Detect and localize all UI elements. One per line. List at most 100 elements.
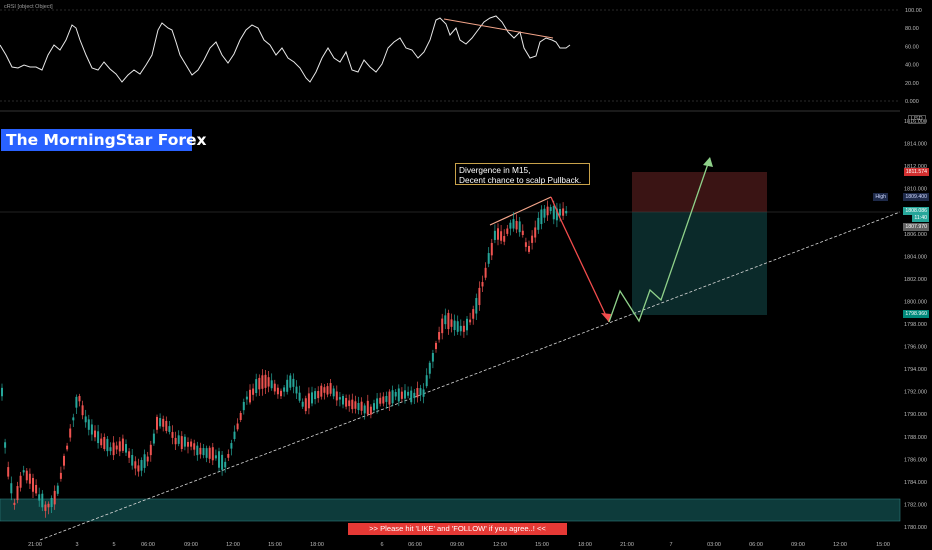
rsi-tick-label: 0.000 — [905, 99, 919, 105]
rsi-pane — [0, 9, 900, 102]
candle-body — [391, 390, 394, 404]
time-tick-label: 21:00 — [28, 542, 42, 548]
time-tick-label: 09:00 — [450, 542, 464, 548]
candle-body — [233, 431, 236, 439]
candle-body — [413, 392, 416, 399]
candle-body — [326, 386, 329, 395]
candle-body — [304, 398, 307, 412]
candle-body — [534, 227, 537, 238]
take-profit-price-tag: 1798.960 — [903, 310, 929, 318]
candle-body — [90, 424, 93, 435]
candle-body — [373, 403, 375, 411]
price-tick-label: 1788.000 — [904, 435, 927, 441]
candle-body — [537, 217, 540, 230]
support-zone — [0, 498, 901, 522]
bullish-projection-arrow — [608, 157, 711, 323]
candle-body — [103, 436, 106, 450]
candle-body — [562, 208, 565, 216]
candle-body — [87, 419, 90, 430]
price-tick-label: 1792.000 — [904, 390, 927, 396]
price-tick-label: 1796.000 — [904, 345, 927, 351]
candle-body — [66, 445, 69, 450]
price-tick-label: 1786.000 — [904, 457, 927, 463]
divergence-note: Divergence in M15, Decent chance to scal… — [455, 163, 590, 185]
candle-body — [100, 438, 103, 446]
candle-body — [453, 320, 456, 331]
candle-body — [478, 287, 481, 306]
candle-body — [549, 207, 552, 211]
time-tick-label: 12:00 — [226, 542, 240, 548]
high-label-tag: High — [873, 193, 888, 201]
candle-body — [450, 319, 453, 327]
candle-body — [4, 442, 7, 448]
candle-body — [307, 393, 310, 409]
candle-body — [531, 235, 534, 243]
candle-body — [218, 451, 220, 468]
candle-body — [298, 392, 301, 401]
candle-body — [462, 325, 465, 332]
price-axis[interactable]: 1816.0001814.0001812.0001810.0001808.000… — [904, 119, 927, 531]
currency-label[interactable]: USD — [908, 115, 926, 124]
time-tick-label: 12:00 — [833, 542, 847, 548]
candle-body — [44, 504, 47, 511]
candle-body — [264, 374, 267, 388]
candle-body — [524, 242, 527, 247]
candle-body — [497, 228, 499, 240]
candle-body — [41, 493, 44, 508]
candle-body — [159, 418, 162, 427]
candle-body — [137, 465, 140, 472]
time-tick-label: 09:00 — [791, 542, 805, 548]
candle-body — [552, 205, 555, 220]
time-tick-label: 12:00 — [493, 542, 507, 548]
candle-body — [388, 391, 391, 405]
ascending-trendline — [39, 211, 901, 541]
candle-body — [397, 388, 400, 402]
candle-body — [565, 210, 568, 214]
like-follow-banner: >> Please hit 'LIKE' and 'FOLLOW' if you… — [348, 523, 567, 535]
candle-body — [289, 375, 292, 388]
entry-price-tag: 1807.970 — [903, 223, 929, 231]
candle-body — [106, 438, 109, 452]
candle-body — [357, 403, 360, 411]
candle-body — [196, 445, 199, 456]
candle-body — [112, 442, 115, 456]
time-axis[interactable]: 21:00 3 5 06:00 09:00 12:00 15:00 18:00 6 06:00 09… — [28, 542, 890, 548]
candle-body — [481, 282, 484, 287]
bearish-projection-arrow — [550, 196, 610, 323]
rsi-divergence-line — [443, 18, 554, 39]
candle-body — [301, 401, 304, 407]
candle-body — [487, 253, 490, 264]
candle-body — [84, 416, 87, 423]
candle-body — [171, 432, 174, 438]
time-tick-label: 03:00 — [707, 542, 721, 548]
stop-loss-zone — [632, 172, 767, 212]
price-tick-label: 1816.000 — [904, 119, 927, 125]
candle-body — [283, 387, 286, 392]
candle-body — [35, 484, 38, 494]
candle-body — [59, 472, 62, 479]
rsi-indicator-label[interactable]: cRSI [object Object] — [4, 4, 53, 10]
time-tick-label: 06:00 — [749, 542, 763, 548]
candle-body — [19, 475, 22, 488]
candle-body — [469, 319, 472, 323]
candle-body — [131, 454, 134, 466]
candle-body — [419, 388, 422, 395]
candle-body — [118, 441, 121, 452]
candle-body — [543, 208, 546, 218]
candle-body — [394, 392, 397, 397]
candle-body — [441, 318, 444, 334]
rsi-axis[interactable]: 100.00 80.00 60.00 40.00 20.00 0.000 — [905, 8, 922, 105]
candle-body — [63, 455, 65, 466]
note-line-1: Divergence in M15, — [459, 165, 531, 175]
candle-body — [363, 405, 366, 414]
candle-body — [512, 219, 515, 229]
candle-body — [134, 461, 137, 469]
candle-body — [168, 426, 171, 432]
price-tick-label: 1784.000 — [904, 480, 927, 486]
candle-body — [438, 332, 441, 340]
candle-body — [205, 448, 208, 458]
candle-body — [183, 436, 186, 447]
candle-body — [7, 467, 10, 477]
candle-body — [249, 389, 251, 403]
